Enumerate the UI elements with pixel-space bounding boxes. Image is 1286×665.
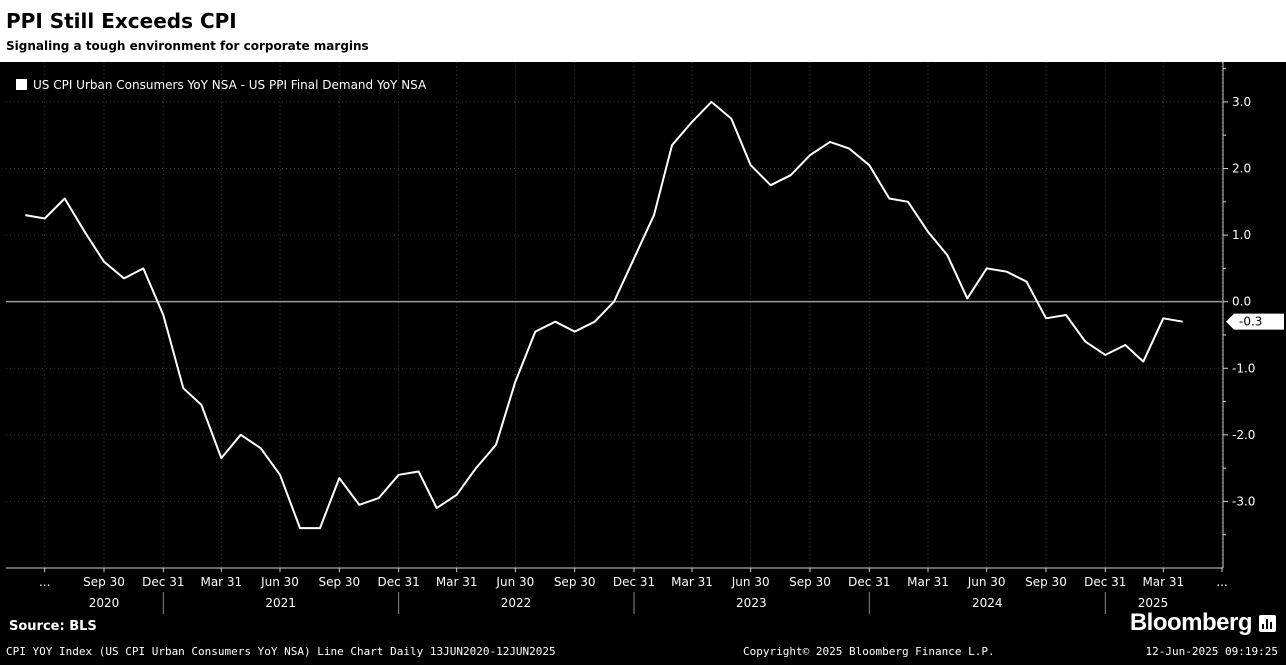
x-tick-label: Dec 31 xyxy=(1084,575,1126,589)
line-chart: 3.0 2.0 1.0 0.0 -1.0 -2.0 -3.0... Sep 30 Dec 31 M… xyxy=(0,62,1286,614)
x-tick-label: Jun 30 xyxy=(495,575,534,589)
last-value-tag xyxy=(1226,313,1284,330)
chart-title: PPI Still Exceeds CPI xyxy=(6,9,237,33)
series-line xyxy=(25,100,1183,530)
x-tick-label: Dec 31 xyxy=(142,575,184,589)
brand: Bloomberg xyxy=(1130,608,1276,638)
last-value-label: -0.3 xyxy=(1239,315,1262,329)
x-year-label: 2020 xyxy=(89,596,120,610)
source-label: Source: BLS xyxy=(9,619,97,634)
x-year-label: 2025 xyxy=(1138,596,1169,610)
x-tick-label: Mar 31 xyxy=(200,575,242,589)
x-tick-label: Dec 31 xyxy=(377,575,419,589)
y-tick-label: -3.0 xyxy=(1232,494,1255,508)
x-tick-label: Sep 30 xyxy=(1025,575,1067,589)
x-tick-label: ... xyxy=(1216,575,1227,589)
bloomberg-terminal-icon xyxy=(1259,614,1276,632)
y-tick-label: 3.0 xyxy=(1232,95,1251,109)
x-tick-label: Dec 31 xyxy=(613,575,655,589)
x-tick-label: Sep 30 xyxy=(318,575,360,589)
legend-swatch xyxy=(16,79,27,90)
y-tick-label: -2.0 xyxy=(1232,428,1255,442)
source-bar: Source: BLS xyxy=(0,614,1286,640)
x-tick-label: Jun 30 xyxy=(731,575,770,589)
chart-background xyxy=(0,62,1286,614)
x-tick-label: Sep 30 xyxy=(554,575,596,589)
x-tick-label: Mar 31 xyxy=(1142,575,1184,589)
y-tick-label: 2.0 xyxy=(1232,162,1251,176)
footer-copyright: Copyright© 2025 Bloomberg Finance L.P. xyxy=(743,645,995,658)
x-tick-label: ... xyxy=(39,575,50,589)
x-tick-label: Mar 31 xyxy=(907,575,949,589)
x-tick-label: Mar 31 xyxy=(436,575,478,589)
x-tick-label: Sep 30 xyxy=(789,575,831,589)
brand-name: Bloomberg xyxy=(1129,609,1253,636)
footer-description: CPI YOY Index (US CPI Urban Consumers Yo… xyxy=(6,645,556,658)
x-tick-label: Jun 30 xyxy=(260,575,299,589)
x-tick-label: Jun 30 xyxy=(967,575,1006,589)
x-year-label: 2023 xyxy=(736,596,767,610)
y-tick-label: -1.0 xyxy=(1232,361,1255,375)
x-year-label: 2021 xyxy=(265,596,296,610)
chart-subtitle: Signaling a tough environment for corpor… xyxy=(6,39,369,53)
footer-timestamp: 12-Jun-2025 09:19:25 xyxy=(1145,645,1278,658)
x-year-label: 2024 xyxy=(972,596,1003,610)
x-tick-label: Dec 31 xyxy=(848,575,890,589)
x-year-label: 2022 xyxy=(501,596,532,610)
x-tick-label: Sep 30 xyxy=(83,575,125,589)
y-tick-label: 1.0 xyxy=(1232,228,1251,242)
legend-entry: US CPI Urban Consumers YoY NSA - US PPI … xyxy=(33,78,427,92)
x-tick-label: Mar 31 xyxy=(671,575,713,589)
footer-bar: CPI YOY Index (US CPI Urban Consumers Yo… xyxy=(0,640,1286,665)
y-tick-label: 0.0 xyxy=(1232,295,1251,309)
